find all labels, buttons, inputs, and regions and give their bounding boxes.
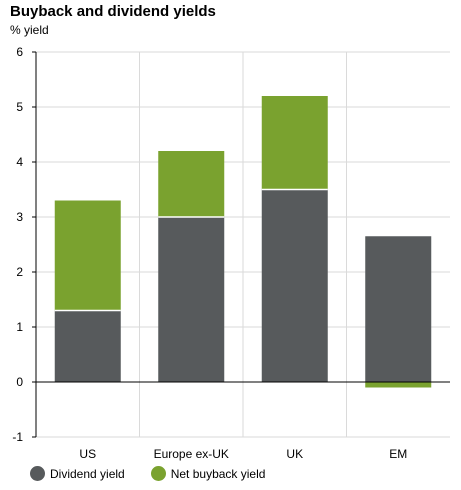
bar-dividend-yield-uk [261,189,328,382]
bar-dividend-yield-em [365,236,432,382]
y-tick-label: 0 [16,375,23,389]
y-tick-label: 2 [16,265,23,279]
y-tick-label: 3 [16,210,23,224]
chart-title: Buyback and dividend yields [10,3,216,20]
x-tick-labels: US Europe ex-UK UK EM [79,447,407,461]
legend-label-net-buyback-yield: Net buyback yield [170,466,266,481]
bar-net-buyback-yield-uk [261,96,328,190]
bar-dividend-yield-europe-ex-uk [158,217,225,382]
y-axis-label: % yield [10,23,49,37]
legend-swatch-dividend-yield [30,466,45,481]
bar-dividend-yield-us [54,310,121,382]
legend-item-dividend-yield: Dividend yield [30,466,125,481]
y-tick-label: -1 [12,430,23,444]
legend: Dividend yield Net buyback yield [30,466,291,481]
legend-swatch-net-buyback-yield [150,466,166,481]
bar-net-buyback-yield-em [365,382,432,388]
legend-label-dividend-yield: Dividend yield [50,466,125,481]
legend-item-net-buyback-yield: Net buyback yield [150,466,266,481]
y-tick-labels: -1 0 1 2 3 4 5 6 [12,45,23,444]
bars [54,96,432,388]
bar-net-buyback-yield-us [54,200,121,311]
y-tick-label: 4 [16,155,23,169]
axes [32,51,450,438]
x-tick-label: EM [389,447,407,461]
x-tick-label: Europe ex-UK [154,447,229,461]
y-tick-label: 6 [16,45,23,59]
y-tick-label: 5 [16,100,23,114]
y-tick-label: 1 [16,320,23,334]
x-tick-label: UK [286,447,303,461]
bar-net-buyback-yield-europe-ex-uk [158,151,225,217]
x-tick-label: US [79,447,96,461]
